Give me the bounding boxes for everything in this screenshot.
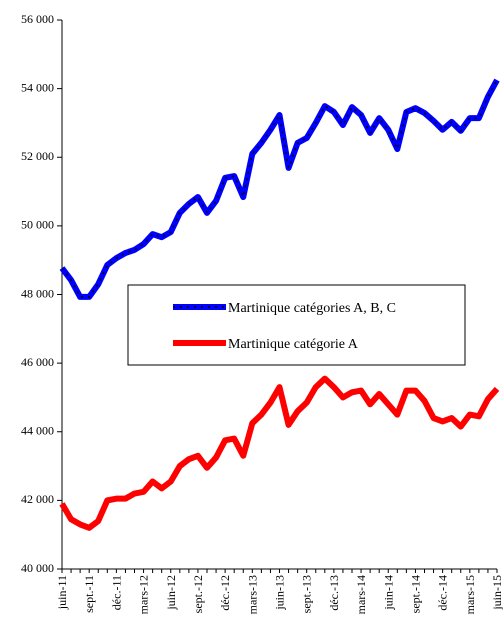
legend-box xyxy=(127,284,466,366)
y-tick-label: 48 000 xyxy=(21,286,54,300)
x-tick-label: déc.-11 xyxy=(109,575,123,610)
series-line xyxy=(59,375,500,531)
y-tick-label: 44 000 xyxy=(21,424,54,438)
x-tick-label: sept.-12 xyxy=(191,575,205,613)
x-tick-label: juin-13 xyxy=(273,575,287,611)
x-tick-label: mars-15 xyxy=(463,575,477,614)
y-tick-label: 40 000 xyxy=(21,561,54,575)
x-tick-label: juin-14 xyxy=(381,575,395,611)
y-tick-label: 42 000 xyxy=(21,492,54,506)
x-tick-label: déc.-14 xyxy=(436,575,450,611)
y-tick-label: 50 000 xyxy=(21,218,54,232)
x-tick-label: déc.-12 xyxy=(218,575,232,611)
y-tick-label: 52 000 xyxy=(21,149,54,163)
y-tick-label: 54 000 xyxy=(21,80,54,94)
x-tick-label: mars-12 xyxy=(137,575,151,614)
y-tick-label: 56 000 xyxy=(21,12,54,26)
series-line xyxy=(59,78,500,300)
x-tick-label: mars-13 xyxy=(245,575,259,614)
x-tick-label: déc.-13 xyxy=(327,575,341,611)
x-tick-label: juin-11 xyxy=(55,575,69,610)
x-tick-label: sept.-11 xyxy=(82,575,96,613)
x-tick-label: sept.-13 xyxy=(300,575,314,613)
x-tick-label: sept.-14 xyxy=(408,575,422,613)
legend-label: Martinique catégorie A xyxy=(228,337,359,352)
x-tick-label: juin-12 xyxy=(164,575,178,611)
y-tick-label: 46 000 xyxy=(21,355,54,369)
legend-label: Martinique catégories A, B, C xyxy=(228,301,396,316)
x-tick-label: juin-15 xyxy=(490,575,503,611)
x-tick-label: mars-14 xyxy=(354,575,368,614)
series-line-markers xyxy=(61,79,498,298)
